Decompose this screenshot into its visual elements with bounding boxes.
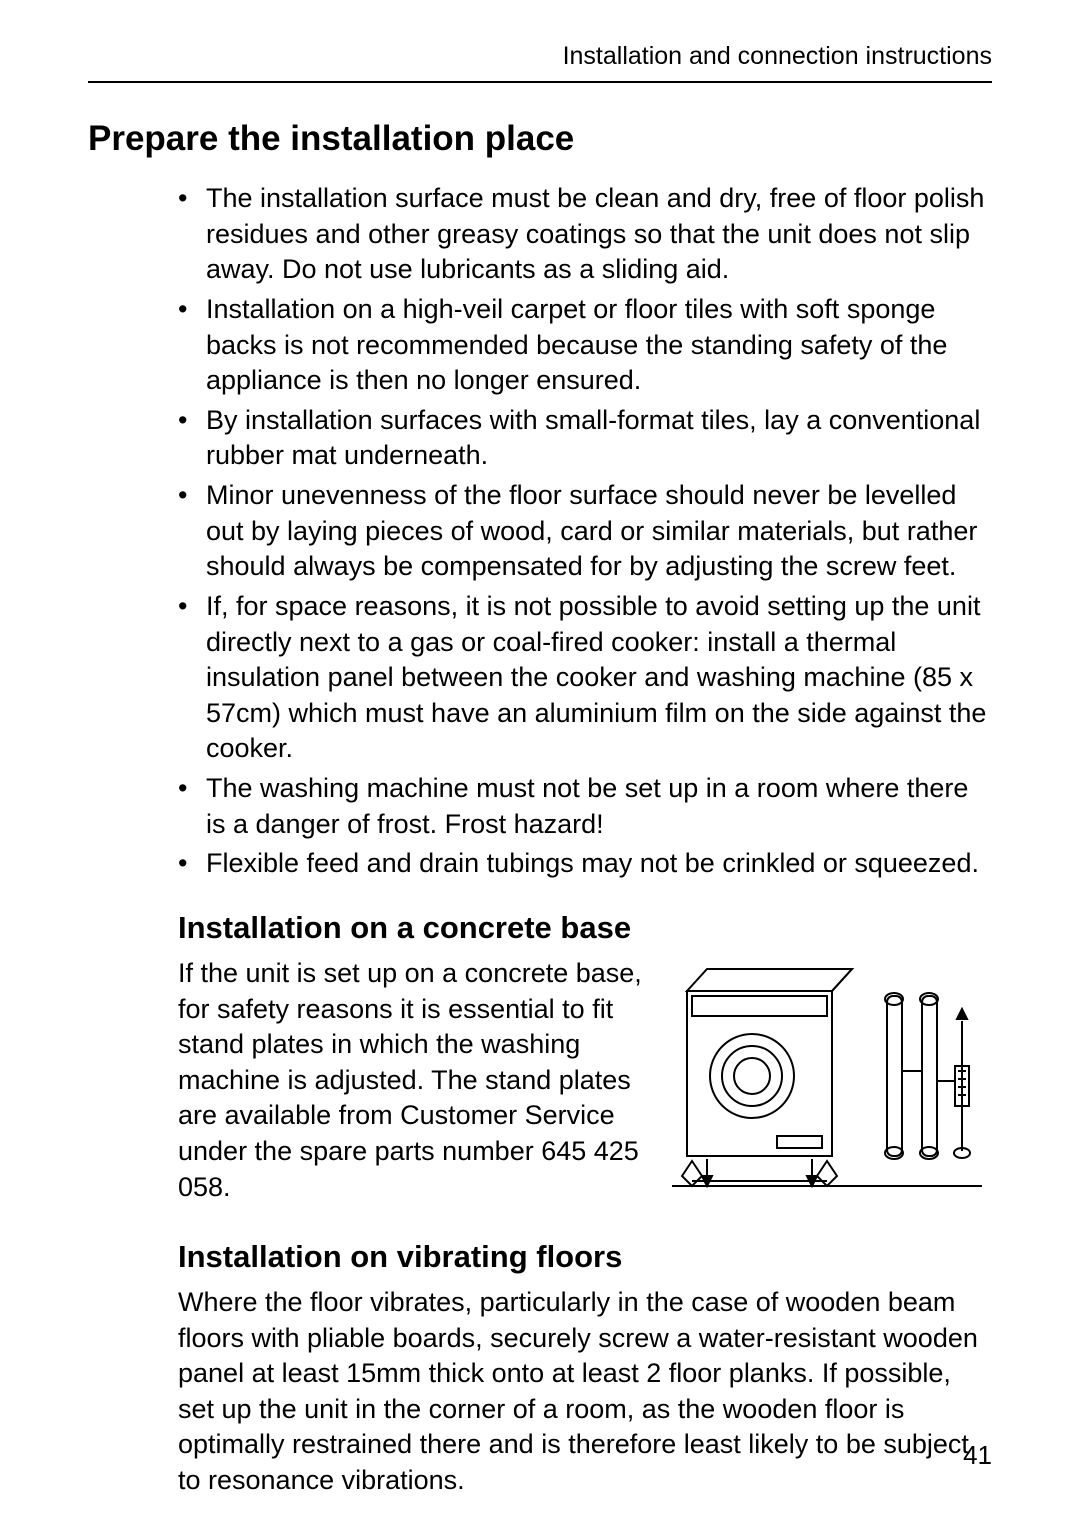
washing-machine-diagram [662, 951, 992, 1211]
main-heading: Prepare the installation place [88, 119, 992, 159]
page-number: 41 [963, 1440, 992, 1471]
list-item: By installation surfaces with small-form… [178, 403, 992, 474]
concrete-text: If the unit is set up on a concrete base… [178, 956, 662, 1205]
bullet-list: The installation surface must be clean a… [178, 181, 992, 882]
concrete-row: If the unit is set up on a concrete base… [178, 956, 992, 1211]
concrete-heading: Installation on a concrete base [178, 910, 992, 946]
page-container: Installation and connection instructions… [0, 0, 1080, 1529]
vibrating-text: Where the floor vibrates, particularly i… [178, 1285, 992, 1499]
list-item: Installation on a high-veil carpet or fl… [178, 292, 992, 399]
list-item: The washing machine must not be set up i… [178, 771, 992, 842]
list-item: Flexible feed and drain tubings may not … [178, 846, 992, 882]
vibrating-heading: Installation on vibrating floors [178, 1239, 992, 1275]
list-item: The installation surface must be clean a… [178, 181, 992, 288]
list-item: If, for space reasons, it is not possibl… [178, 589, 992, 767]
header-rule [88, 81, 992, 83]
list-item: Minor unevenness of the floor surface sh… [178, 478, 992, 585]
header-section-title: Installation and connection instructions [88, 42, 992, 71]
